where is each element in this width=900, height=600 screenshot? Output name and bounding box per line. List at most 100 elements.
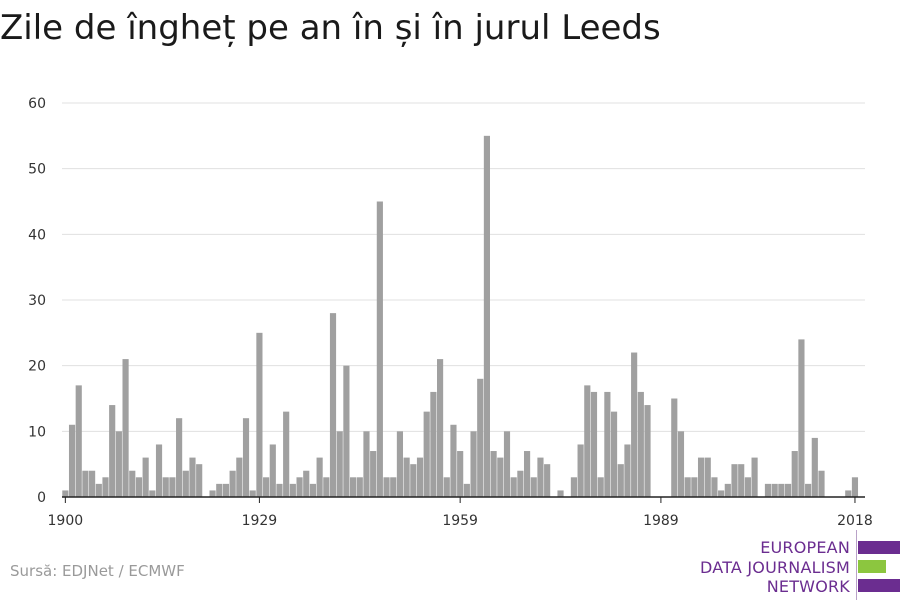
bar-1902[interactable]	[75, 385, 82, 497]
bar-1935[interactable]	[296, 477, 303, 497]
bar-2009[interactable]	[791, 451, 798, 497]
bar-1972[interactable]	[544, 464, 551, 497]
bar-1960[interactable]	[463, 483, 470, 497]
bar-1966[interactable]	[503, 431, 511, 497]
bar-2012[interactable]	[811, 437, 818, 497]
bar-1967[interactable]	[510, 477, 517, 497]
bar-1953[interactable]	[416, 457, 424, 497]
bar-1924[interactable]	[222, 483, 230, 497]
bar-1991[interactable]	[671, 398, 678, 498]
bar-1999[interactable]	[724, 483, 731, 497]
bar-1985[interactable]	[631, 352, 638, 497]
edjnet-logo[interactable]: EUROPEAN DATA JOURNALISM NETWORK	[700, 530, 900, 600]
bar-1917[interactable]	[176, 418, 183, 497]
bar-1996[interactable]	[704, 457, 711, 497]
bar-1942[interactable]	[343, 365, 350, 497]
bar-1904[interactable]	[89, 470, 96, 497]
bar-2000[interactable]	[731, 464, 738, 497]
bar-1987[interactable]	[644, 405, 651, 497]
bar-1941[interactable]	[336, 431, 343, 497]
bar-1986[interactable]	[637, 391, 644, 497]
bar-1918[interactable]	[182, 470, 189, 497]
bar-1950[interactable]	[396, 431, 404, 497]
bar-1933[interactable]	[283, 411, 290, 497]
bar-1943[interactable]	[350, 477, 357, 497]
bar-1946[interactable]	[370, 451, 377, 497]
bar-1954[interactable]	[423, 411, 430, 497]
bar-1936[interactable]	[303, 470, 310, 497]
bar-1945[interactable]	[363, 431, 370, 497]
bar-1956[interactable]	[437, 359, 444, 497]
bar-2002[interactable]	[744, 477, 751, 497]
bar-1944[interactable]	[356, 477, 363, 497]
bar-1971[interactable]	[537, 457, 544, 497]
bar-2006[interactable]	[771, 483, 778, 497]
bar-1912[interactable]	[142, 457, 149, 497]
bar-1977[interactable]	[577, 444, 584, 497]
bar-1910[interactable]	[129, 470, 136, 497]
bar-1955[interactable]	[430, 391, 437, 497]
bar-1926[interactable]	[236, 457, 243, 497]
bar-1998[interactable]	[718, 490, 725, 497]
bar-1932[interactable]	[276, 483, 283, 497]
bar-1934[interactable]	[289, 483, 296, 497]
bar-1905[interactable]	[95, 483, 102, 497]
bar-1992[interactable]	[677, 431, 685, 497]
bar-1900[interactable]	[62, 490, 69, 497]
bar-1965[interactable]	[497, 457, 504, 497]
bar-1974[interactable]	[557, 490, 564, 497]
bar-1919[interactable]	[189, 457, 196, 497]
bar-2007[interactable]	[778, 483, 785, 497]
bar-1978[interactable]	[584, 385, 591, 497]
bar-2010[interactable]	[798, 339, 805, 497]
bar-1964[interactable]	[490, 451, 497, 497]
bar-1903[interactable]	[82, 470, 89, 497]
bar-1958[interactable]	[450, 424, 457, 497]
bar-1925[interactable]	[229, 470, 236, 497]
bar-1993[interactable]	[684, 477, 691, 497]
bar-1970[interactable]	[530, 477, 537, 497]
bar-1911[interactable]	[135, 477, 143, 497]
bar-1979[interactable]	[590, 391, 598, 497]
bar-1997[interactable]	[711, 477, 718, 497]
bar-1968[interactable]	[517, 470, 524, 497]
bar-2017[interactable]	[845, 490, 852, 497]
bar-1906[interactable]	[102, 477, 109, 497]
bar-1983[interactable]	[617, 464, 624, 497]
bar-1929[interactable]	[256, 332, 263, 497]
bar-1976[interactable]	[570, 477, 577, 497]
bar-1901[interactable]	[68, 424, 76, 497]
bar-1923[interactable]	[216, 483, 223, 497]
bar-1939[interactable]	[323, 477, 330, 497]
bar-1928[interactable]	[249, 490, 256, 497]
bar-1951[interactable]	[403, 457, 410, 497]
bar-1913[interactable]	[149, 490, 156, 497]
bar-1957[interactable]	[443, 477, 450, 497]
bar-1930[interactable]	[263, 477, 270, 497]
bar-1909[interactable]	[122, 359, 129, 497]
bar-1980[interactable]	[597, 477, 604, 497]
bar-1948[interactable]	[383, 477, 390, 497]
bar-1962[interactable]	[477, 378, 484, 497]
bar-1982[interactable]	[610, 411, 618, 497]
bar-1984[interactable]	[624, 444, 631, 497]
bar-1963[interactable]	[483, 135, 490, 497]
bar-2018[interactable]	[851, 477, 859, 497]
bar-1931[interactable]	[269, 444, 276, 497]
bar-1914[interactable]	[155, 444, 163, 497]
bar-2005[interactable]	[764, 483, 772, 497]
bar-2001[interactable]	[738, 464, 745, 497]
bar-1959[interactable]	[457, 451, 464, 497]
bar-2013[interactable]	[818, 470, 825, 497]
bar-1949[interactable]	[390, 477, 397, 497]
bar-1969[interactable]	[523, 451, 531, 497]
bar-1927[interactable]	[242, 418, 250, 497]
bar-1915[interactable]	[162, 477, 169, 497]
bar-1908[interactable]	[115, 431, 122, 497]
bar-1981[interactable]	[604, 391, 611, 497]
bar-1916[interactable]	[169, 477, 176, 497]
bar-1995[interactable]	[697, 457, 705, 497]
bar-1961[interactable]	[470, 431, 477, 497]
bar-2003[interactable]	[751, 457, 758, 497]
bar-1947[interactable]	[376, 201, 383, 498]
